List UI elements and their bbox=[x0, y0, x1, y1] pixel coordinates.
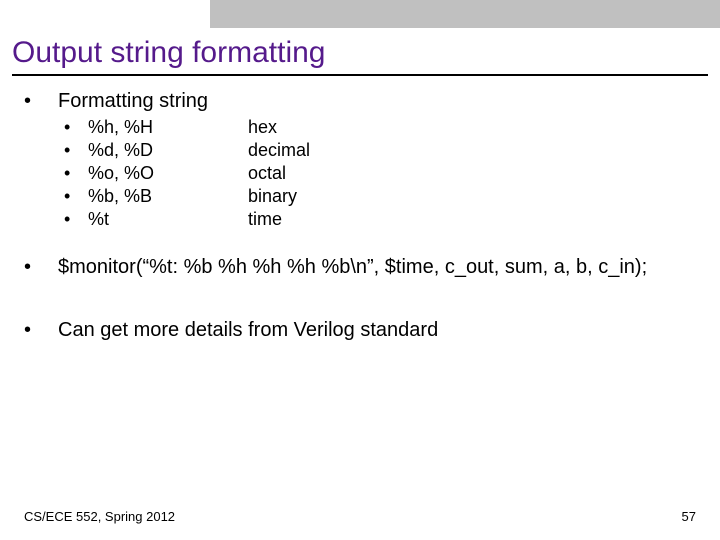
bullet-heading: Formatting string bbox=[58, 90, 696, 113]
format-code: %t bbox=[88, 209, 248, 230]
slide-title: Output string formatting bbox=[0, 28, 720, 74]
bullet-glyph: • bbox=[24, 256, 58, 279]
format-row: •%b, %Bbinary bbox=[58, 186, 696, 207]
format-row: •%o, %Ooctal bbox=[58, 163, 696, 184]
monitor-example: $monitor(“%t: %b %h %h %h %b\n”, $time, … bbox=[58, 256, 696, 279]
bullet-glyph: • bbox=[58, 117, 88, 138]
bullet-glyph: • bbox=[24, 319, 58, 342]
format-row: •%d, %Ddecimal bbox=[58, 140, 696, 161]
slide: Output string formatting • Formatting st… bbox=[0, 0, 720, 540]
footer: CS/ECE 552, Spring 2012 57 bbox=[0, 509, 720, 524]
bullet-glyph: • bbox=[58, 140, 88, 161]
details-text: Can get more details from Verilog standa… bbox=[58, 319, 696, 342]
format-desc: binary bbox=[248, 186, 696, 207]
footer-page-number: 57 bbox=[682, 509, 696, 524]
footer-left: CS/ECE 552, Spring 2012 bbox=[24, 509, 175, 524]
bullet-monitor: • $monitor(“%t: %b %h %h %h %b\n”, $time… bbox=[24, 256, 696, 279]
bullet-formatting-string: • Formatting string •%h, %Hhex•%d, %Ddec… bbox=[24, 90, 696, 230]
format-code: %o, %O bbox=[88, 163, 248, 184]
format-desc: decimal bbox=[248, 140, 696, 161]
format-desc: octal bbox=[248, 163, 696, 184]
format-code: %h, %H bbox=[88, 117, 248, 138]
format-desc: hex bbox=[248, 117, 696, 138]
bullet-glyph: • bbox=[24, 90, 58, 230]
bullet-details: • Can get more details from Verilog stan… bbox=[24, 319, 696, 342]
format-row: •%h, %Hhex bbox=[58, 117, 696, 138]
bullet-glyph: • bbox=[58, 163, 88, 184]
format-code: %d, %D bbox=[88, 140, 248, 161]
format-desc: time bbox=[248, 209, 696, 230]
bullet-glyph: • bbox=[58, 209, 88, 230]
slide-content: • Formatting string •%h, %Hhex•%d, %Ddec… bbox=[0, 90, 720, 342]
title-underline bbox=[12, 74, 708, 76]
bullet-glyph: • bbox=[58, 186, 88, 207]
header-bar bbox=[210, 0, 720, 28]
format-code: %b, %B bbox=[88, 186, 248, 207]
format-row: •%ttime bbox=[58, 209, 696, 230]
